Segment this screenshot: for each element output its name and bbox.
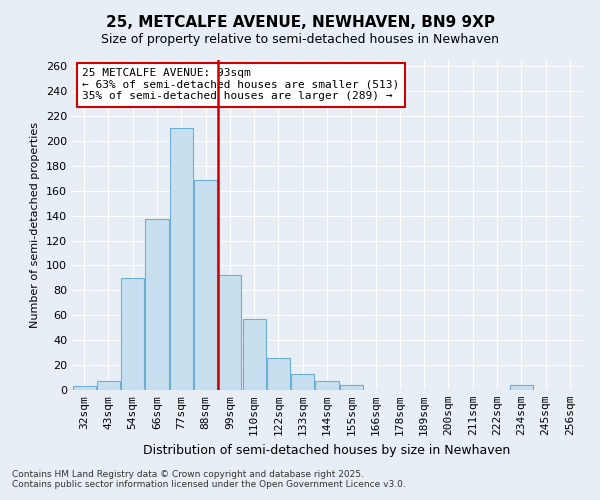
Text: Size of property relative to semi-detached houses in Newhaven: Size of property relative to semi-detach… (101, 32, 499, 46)
Bar (194, 180, 217, 390)
Text: 25, METCALFE AVENUE, NEWHAVEN, BN9 9XP: 25, METCALFE AVENUE, NEWHAVEN, BN9 9XP (106, 15, 494, 30)
Y-axis label: Number of semi-detached properties: Number of semi-detached properties (31, 122, 40, 328)
Bar (242, 319, 266, 390)
Bar (218, 276, 241, 390)
Bar (145, 220, 169, 390)
Bar (340, 385, 363, 390)
Bar (73, 386, 95, 390)
Bar (267, 358, 290, 390)
Bar (510, 385, 533, 390)
Bar (97, 382, 120, 390)
Bar (121, 278, 144, 390)
Bar (316, 382, 338, 390)
Text: 25 METCALFE AVENUE: 93sqm
← 63% of semi-detached houses are smaller (513)
35% of: 25 METCALFE AVENUE: 93sqm ← 63% of semi-… (82, 68, 400, 102)
Text: Contains HM Land Registry data © Crown copyright and database right 2025.
Contai: Contains HM Land Registry data © Crown c… (12, 470, 406, 489)
Bar (170, 128, 193, 390)
Bar (291, 374, 314, 390)
X-axis label: Distribution of semi-detached houses by size in Newhaven: Distribution of semi-detached houses by … (143, 444, 511, 456)
